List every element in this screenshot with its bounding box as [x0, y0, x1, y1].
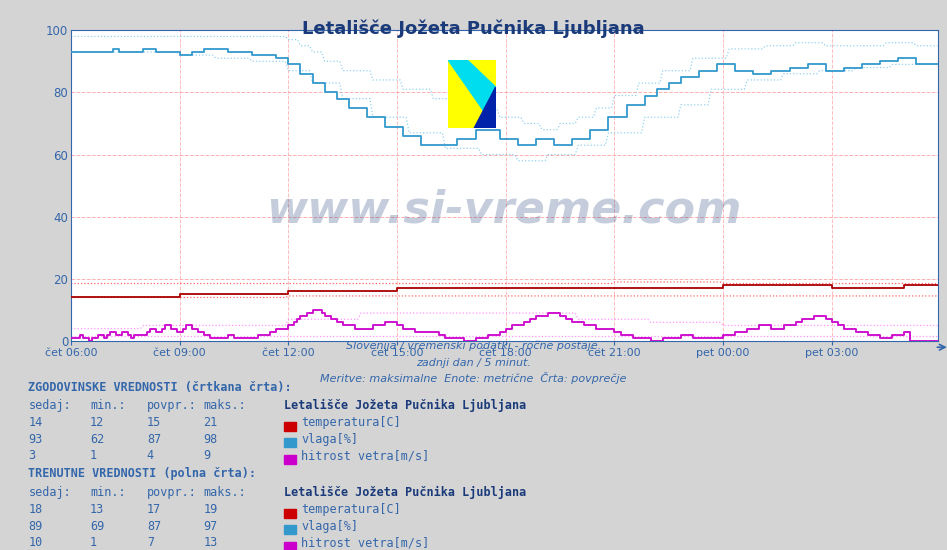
- Text: 89: 89: [28, 520, 43, 532]
- Text: 69: 69: [90, 520, 104, 532]
- Text: 97: 97: [204, 520, 218, 532]
- Text: 62: 62: [90, 433, 104, 446]
- Text: hitrost vetra[m/s]: hitrost vetra[m/s]: [301, 536, 429, 549]
- Text: temperatura[C]: temperatura[C]: [301, 416, 401, 429]
- Text: sedaj:: sedaj:: [28, 486, 71, 498]
- Text: 9: 9: [204, 449, 211, 462]
- Text: sedaj:: sedaj:: [28, 399, 71, 411]
- Text: 17: 17: [147, 503, 161, 516]
- Text: maks.:: maks.:: [204, 399, 246, 411]
- Text: www.si-vreme.com: www.si-vreme.com: [266, 189, 742, 232]
- Text: 21: 21: [204, 416, 218, 429]
- Text: 1: 1: [90, 449, 98, 462]
- Text: 4: 4: [147, 449, 154, 462]
- Text: ZGODOVINSKE VREDNOSTI (črtkana črta):: ZGODOVINSKE VREDNOSTI (črtkana črta):: [28, 381, 292, 393]
- Text: 19: 19: [204, 503, 218, 516]
- Text: 87: 87: [147, 433, 161, 446]
- Text: 13: 13: [204, 536, 218, 549]
- Text: Letališče Jožeta Pučnika Ljubljana: Letališče Jožeta Pučnika Ljubljana: [302, 19, 645, 38]
- Text: temperatura[C]: temperatura[C]: [301, 503, 401, 516]
- Text: hitrost vetra[m/s]: hitrost vetra[m/s]: [301, 449, 429, 462]
- Text: 7: 7: [147, 536, 154, 549]
- Text: Letališče Jožeta Pučnika Ljubljana: Letališče Jožeta Pučnika Ljubljana: [284, 486, 527, 498]
- Text: 10: 10: [28, 536, 43, 549]
- Text: 93: 93: [28, 433, 43, 446]
- Text: 12: 12: [90, 416, 104, 429]
- Text: TRENUTNE VREDNOSTI (polna črta):: TRENUTNE VREDNOSTI (polna črta):: [28, 468, 257, 480]
- Text: min.:: min.:: [90, 486, 126, 498]
- Text: 1: 1: [90, 536, 98, 549]
- Text: 13: 13: [90, 503, 104, 516]
- Polygon shape: [448, 60, 495, 128]
- Text: povpr.:: povpr.:: [147, 486, 197, 498]
- Text: 15: 15: [147, 416, 161, 429]
- Text: vlaga[%]: vlaga[%]: [301, 520, 358, 532]
- Text: 87: 87: [147, 520, 161, 532]
- Text: povpr.:: povpr.:: [147, 399, 197, 411]
- Polygon shape: [448, 60, 495, 128]
- Text: Meritve: maksimalne  Enote: metrične  Črta: povprečje: Meritve: maksimalne Enote: metrične Črta…: [320, 372, 627, 384]
- Text: 18: 18: [28, 503, 43, 516]
- Text: Letališče Jožeta Pučnika Ljubljana: Letališče Jožeta Pučnika Ljubljana: [284, 399, 527, 411]
- Text: 98: 98: [204, 433, 218, 446]
- Text: Slovenija / vremenski podatki - ročne postaje.: Slovenija / vremenski podatki - ročne po…: [346, 341, 601, 351]
- Text: 3: 3: [28, 449, 36, 462]
- Polygon shape: [474, 87, 495, 128]
- Text: vlaga[%]: vlaga[%]: [301, 433, 358, 446]
- Text: zadnji dan / 5 minut.: zadnji dan / 5 minut.: [416, 358, 531, 368]
- Text: maks.:: maks.:: [204, 486, 246, 498]
- Text: min.:: min.:: [90, 399, 126, 411]
- Text: 14: 14: [28, 416, 43, 429]
